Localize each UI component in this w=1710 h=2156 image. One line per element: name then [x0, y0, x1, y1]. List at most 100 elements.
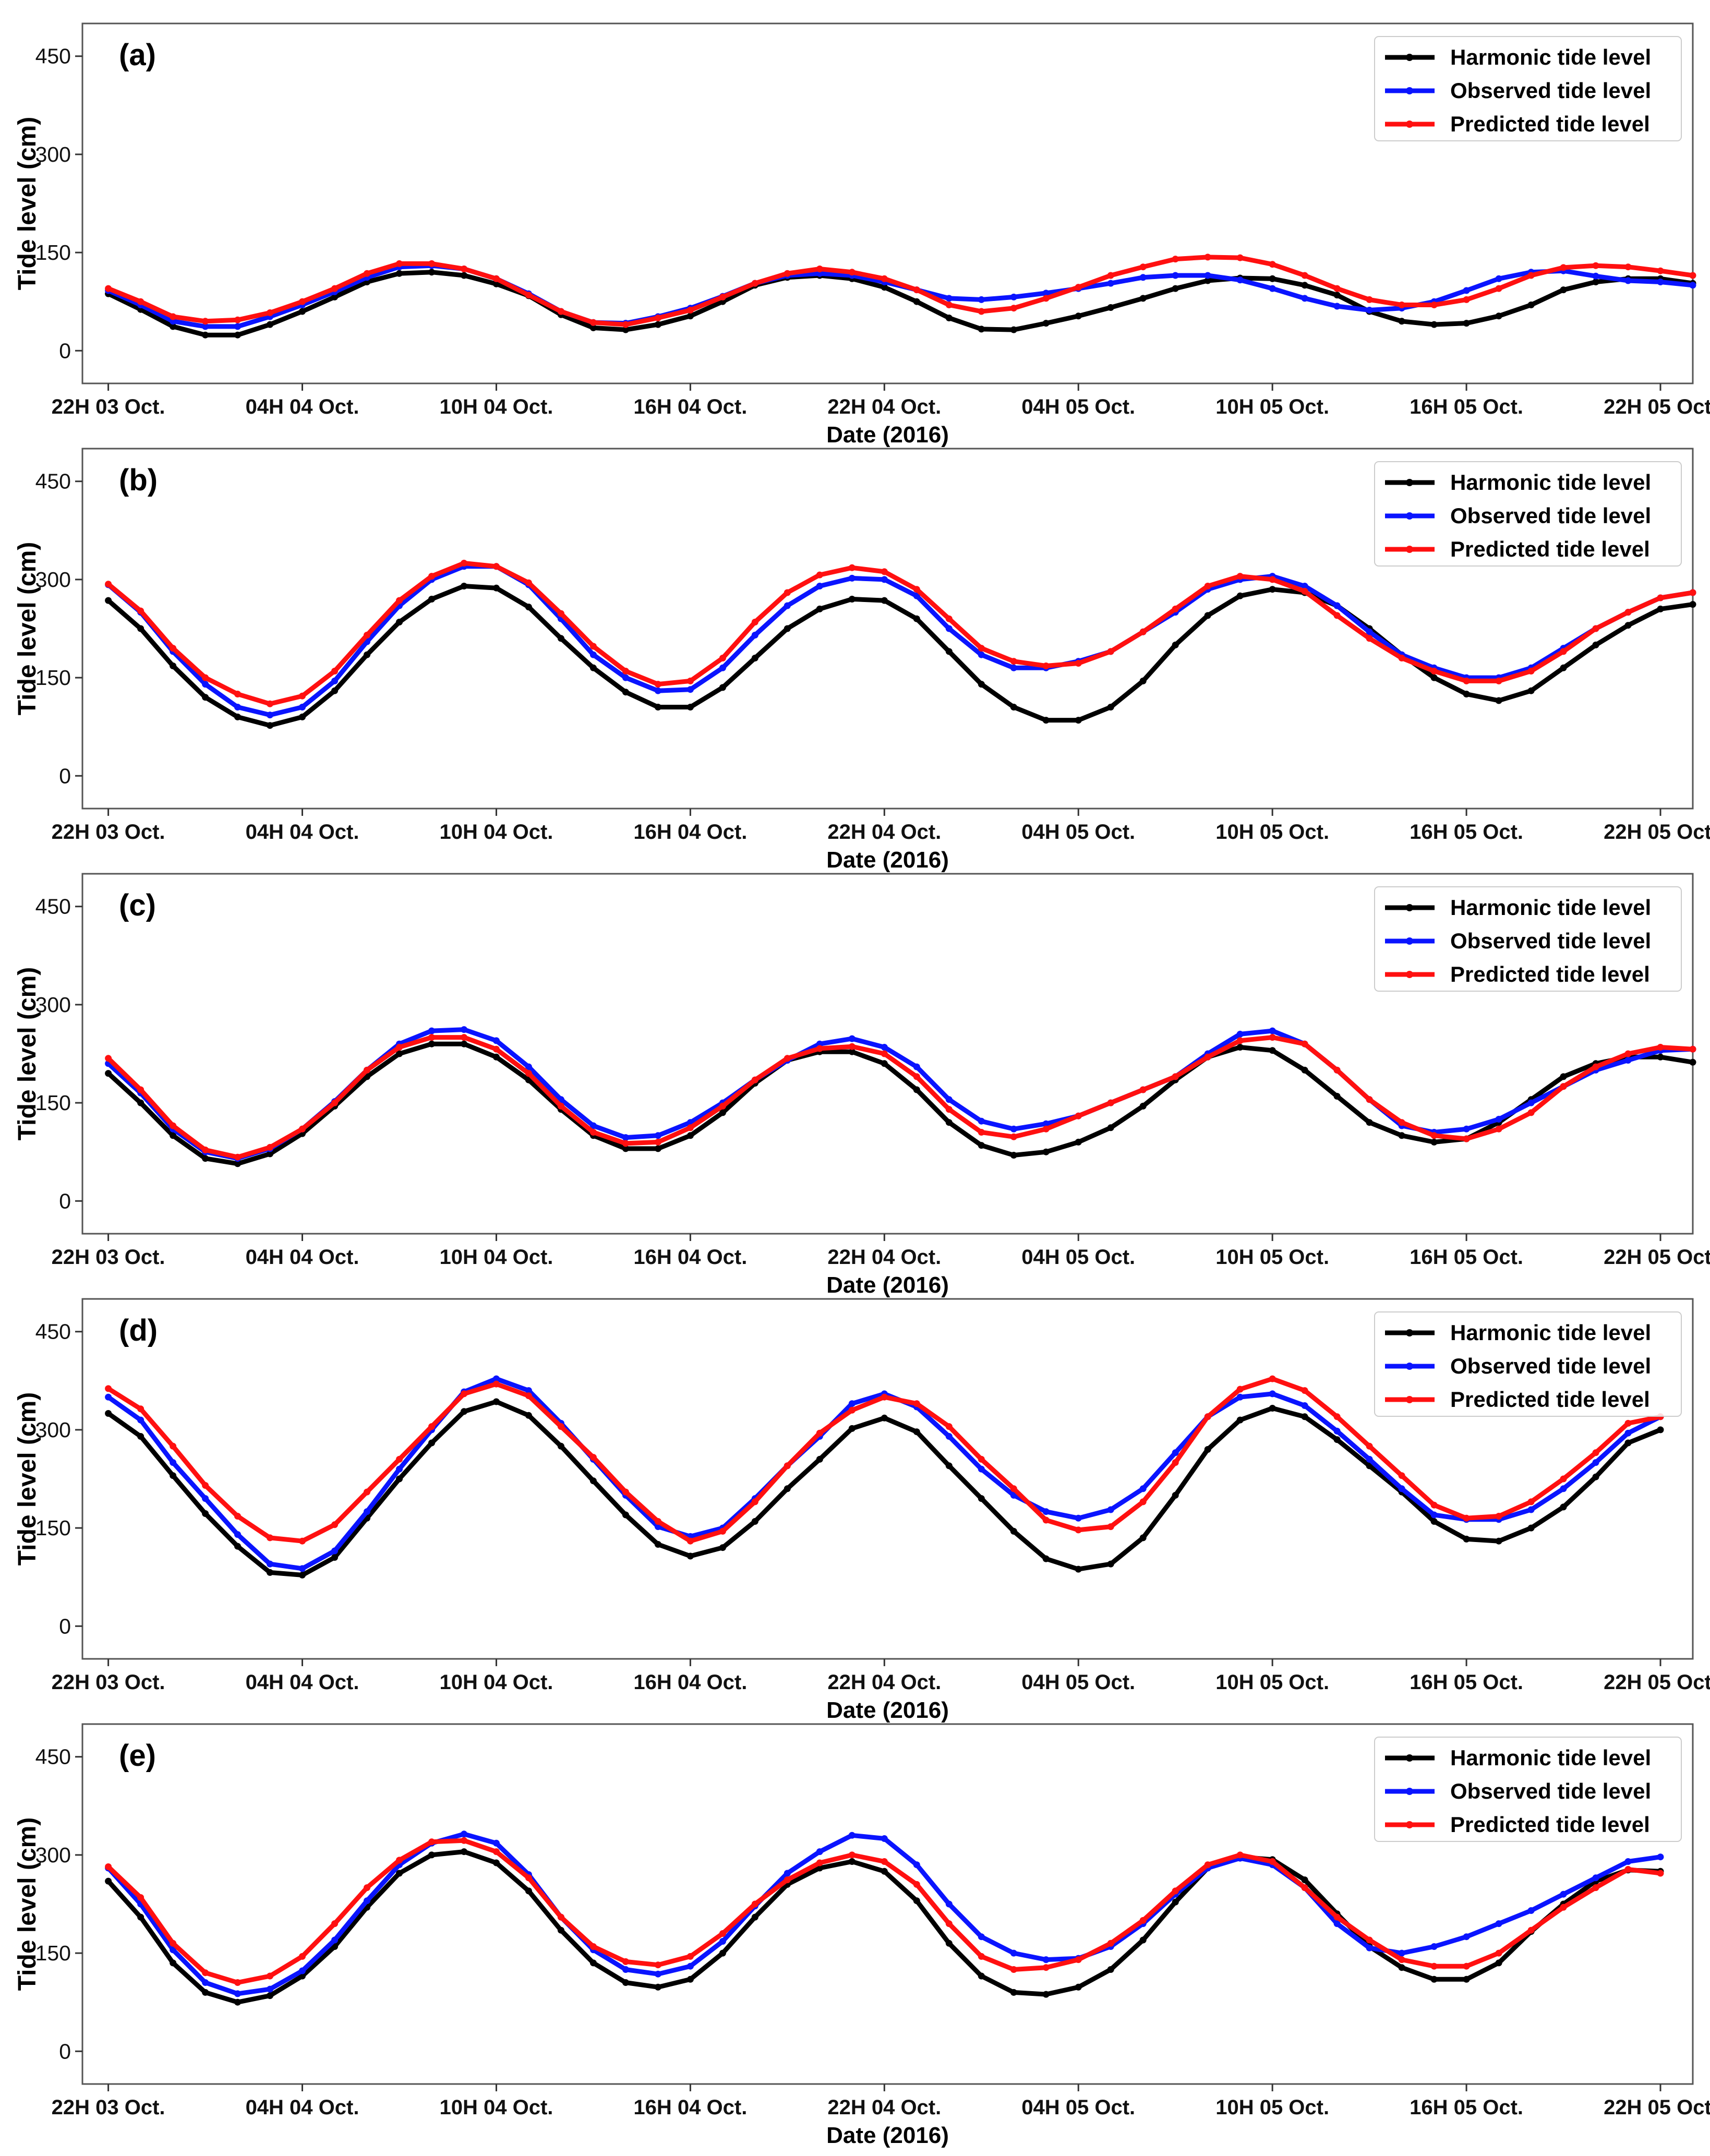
data-point-harmonic [978, 681, 985, 688]
data-point-predicted [1495, 1513, 1502, 1520]
data-point-observed [1657, 1853, 1664, 1861]
data-point-predicted [816, 266, 823, 272]
data-point-observed [945, 295, 953, 302]
data-point-harmonic [1333, 292, 1341, 299]
data-point-observed [137, 1416, 144, 1424]
data-point-predicted [881, 568, 888, 575]
data-point-observed [461, 1026, 467, 1033]
x-tick-label: 22H 04 Oct. [827, 821, 941, 844]
data-point-harmonic [202, 694, 209, 701]
data-point-harmonic [1042, 1991, 1050, 1998]
data-point-predicted [525, 1392, 532, 1400]
data-point-harmonic [751, 1913, 758, 1921]
data-point-predicted [1333, 1066, 1341, 1074]
data-point-predicted [234, 691, 241, 697]
legend-marker-predicted [1406, 1821, 1413, 1828]
data-point-predicted [751, 1900, 758, 1908]
data-point-predicted [557, 610, 564, 617]
data-point-harmonic [881, 1060, 888, 1067]
data-point-predicted [396, 1044, 403, 1051]
data-point-observed [1689, 282, 1696, 289]
data-point-predicted [1463, 1962, 1470, 1970]
data-point-predicted [1366, 296, 1373, 303]
data-point-predicted [1107, 272, 1114, 279]
data-point-predicted [1269, 576, 1276, 583]
x-tick-label: 16H 04 Oct. [633, 2096, 747, 2119]
data-point-harmonic [978, 1142, 985, 1149]
data-point-observed [1560, 1890, 1567, 1898]
data-point-harmonic [105, 597, 112, 604]
x-tick-label: 10H 05 Oct. [1215, 1671, 1329, 1694]
data-point-observed [1463, 1125, 1470, 1133]
data-point-observed [1592, 1459, 1599, 1466]
data-point-harmonic [1398, 1132, 1405, 1139]
data-point-observed [1560, 1485, 1567, 1492]
data-point-predicted [1560, 264, 1567, 271]
data-point-predicted [137, 1086, 144, 1093]
data-point-observed [1107, 280, 1114, 287]
data-point-predicted [331, 668, 338, 674]
y-tick-label: 450 [35, 469, 71, 493]
data-point-harmonic [1107, 1124, 1114, 1131]
data-point-predicted [1624, 263, 1632, 271]
x-tick-label: 10H 05 Oct. [1215, 395, 1329, 418]
data-point-observed [654, 1132, 661, 1139]
data-point-predicted [428, 573, 435, 580]
data-point-predicted [461, 266, 467, 272]
x-tick-label: 22H 05 Oct. [1604, 1246, 1710, 1269]
data-point-predicted [1463, 296, 1470, 303]
data-point-predicted [1107, 1099, 1114, 1106]
data-point-harmonic [1463, 1976, 1470, 1983]
data-point-predicted [1075, 1956, 1082, 1964]
data-point-harmonic [234, 1543, 241, 1550]
data-point-harmonic [492, 280, 500, 287]
y-tick-label: 0 [59, 764, 71, 788]
data-point-harmonic [945, 315, 953, 321]
data-point-harmonic [105, 1877, 112, 1885]
data-point-predicted [1463, 1135, 1470, 1142]
data-point-predicted [1495, 1949, 1502, 1957]
data-point-observed [525, 1387, 532, 1394]
data-point-observed [848, 1400, 856, 1407]
data-point-observed [492, 1037, 500, 1044]
data-point-observed [1592, 1874, 1599, 1882]
data-point-observed [1236, 276, 1244, 284]
data-point-observed [1366, 307, 1373, 314]
data-point-harmonic [1430, 1976, 1438, 1983]
legend-marker-harmonic [1406, 1329, 1413, 1336]
data-point-observed [1333, 1920, 1341, 1928]
data-point-observed [1010, 293, 1017, 300]
data-point-observed [267, 712, 273, 719]
data-point-observed [945, 1900, 953, 1908]
x-axis-label: Date (2016) [826, 422, 949, 448]
legend-entry: Harmonic tide level [1450, 470, 1651, 495]
data-point-predicted [1204, 1413, 1211, 1420]
data-point-observed [848, 1035, 856, 1042]
legend-marker-observed [1406, 87, 1413, 94]
data-point-predicted [1269, 261, 1276, 268]
data-point-predicted [881, 275, 888, 282]
data-point-predicted [461, 1837, 467, 1844]
data-point-predicted [1624, 1866, 1632, 1873]
data-point-observed [1624, 277, 1632, 284]
x-tick-label: 04H 05 Oct. [1021, 2096, 1135, 2119]
data-point-harmonic [1107, 1966, 1114, 1973]
data-point-predicted [1624, 609, 1632, 616]
data-point-predicted [1107, 1523, 1114, 1531]
data-point-predicted [1236, 1386, 1244, 1393]
data-point-observed [881, 576, 888, 583]
data-point-predicted [525, 1070, 532, 1077]
x-tick-label: 22H 05 Oct. [1604, 2096, 1710, 2119]
data-point-harmonic [1430, 321, 1438, 328]
data-point-predicted [1366, 1442, 1373, 1450]
series-line-predicted [106, 255, 1695, 327]
data-point-observed [622, 674, 629, 681]
x-tick-label: 10H 04 Oct. [440, 2096, 553, 2119]
legend-entry: Harmonic tide level [1450, 1320, 1651, 1345]
x-tick-label: 16H 04 Oct. [633, 1246, 747, 1269]
data-point-predicted [1269, 1858, 1276, 1865]
x-axis-label: Date (2016) [826, 1272, 949, 1298]
data-point-predicted [137, 298, 144, 305]
data-point-harmonic [848, 1048, 856, 1055]
data-point-predicted [687, 1124, 694, 1131]
